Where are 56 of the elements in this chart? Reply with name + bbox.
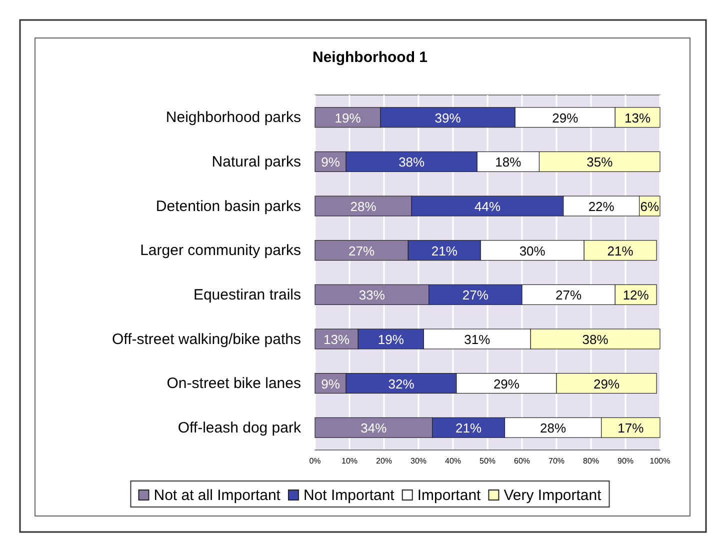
data-label: 13%: [624, 110, 652, 126]
x-tick-label: 60%: [514, 456, 530, 466]
data-label: 21%: [607, 243, 634, 258]
data-label: 32%: [388, 376, 415, 392]
data-label: 29%: [493, 376, 520, 392]
x-tick-label: 90%: [617, 456, 634, 466]
data-label: 9%: [321, 154, 340, 170]
legend-label: Important: [417, 487, 482, 504]
data-label: 38%: [398, 154, 426, 170]
data-label: 30%: [519, 243, 546, 258]
legend-label: Not at all Important: [154, 487, 282, 504]
x-tick-label: 70%: [548, 456, 565, 466]
data-label: 34%: [360, 420, 388, 436]
data-label: 21%: [431, 243, 458, 258]
x-tick-label: 0%: [309, 456, 321, 466]
data-label: 33%: [358, 288, 386, 303]
data-label: 13%: [324, 332, 350, 347]
data-label: 19%: [334, 110, 362, 126]
data-label: 39%: [434, 110, 462, 126]
y-tick-label: Natural parks: [212, 154, 301, 170]
data-label: 29%: [594, 376, 620, 392]
y-tick-label: Detention basin parks: [156, 198, 301, 215]
data-label: 27%: [556, 288, 582, 303]
y-tick-label: On-street bike lanes: [166, 375, 301, 392]
y-tick-label: Off-leash dog park: [178, 419, 302, 436]
data-label: 28%: [350, 199, 377, 214]
chart-title: Neighborhood 1: [312, 49, 428, 66]
data-label: 17%: [618, 420, 644, 436]
x-tick-label: 10%: [341, 456, 358, 466]
data-label: 35%: [586, 154, 614, 170]
data-label: 6%: [640, 199, 660, 214]
data-label: 27%: [348, 243, 376, 258]
y-tick-label: Larger community parks: [140, 242, 301, 260]
data-label: 18%: [495, 154, 522, 170]
x-tick-label: 50%: [479, 456, 496, 466]
data-label: 28%: [540, 420, 566, 436]
x-tick-label: 80%: [582, 456, 600, 466]
data-label: 19%: [378, 332, 404, 347]
legend-label: Very Important: [504, 487, 602, 504]
data-label: 44%: [474, 199, 501, 214]
legend-label: Not Important: [303, 487, 396, 504]
data-label: 31%: [464, 332, 491, 347]
y-tick-label: Neighborhood parks: [166, 109, 301, 126]
data-label: 27%: [462, 288, 489, 303]
x-tick-label: 40%: [444, 456, 462, 466]
data-label: 38%: [582, 332, 609, 347]
data-label: 9%: [321, 376, 340, 392]
y-tick-label: Equestiran trails: [193, 286, 301, 304]
x-tick-label: 20%: [376, 456, 392, 466]
x-tick-label: 30%: [410, 456, 427, 466]
data-label: 21%: [456, 420, 482, 436]
data-label: 12%: [622, 288, 650, 303]
x-tick-label: 100%: [650, 456, 670, 466]
data-label: 22%: [588, 199, 615, 214]
data-label: 29%: [552, 110, 579, 126]
y-tick-label: Off-street walking/bike paths: [112, 330, 301, 348]
